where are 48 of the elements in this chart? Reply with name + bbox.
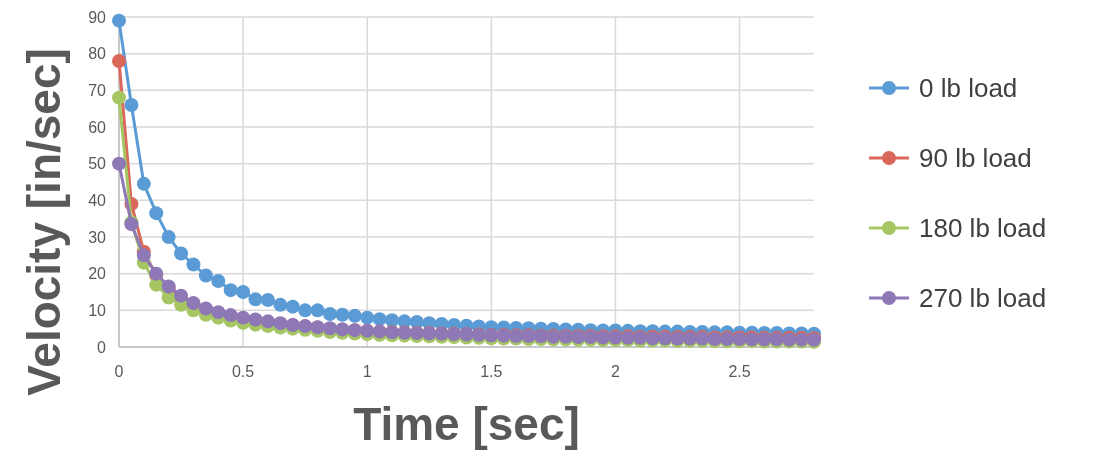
point [285,299,300,314]
y-tick-label: 10 [88,301,107,319]
point [136,176,151,191]
y-tick-label: 20 [88,265,107,283]
y-tick-label: 30 [88,228,107,246]
point [248,292,263,307]
x-tick-label: 0 [114,363,124,380]
x-tick-label: 2 [610,363,620,380]
point [223,283,238,298]
point [236,285,251,299]
point [335,307,350,322]
x-tick-label: 1.5 [480,363,503,380]
y-axis-title: Velocity [in/sec] [18,48,70,396]
x-tick-label: 0.5 [231,363,255,380]
point [174,246,189,261]
point [112,13,126,28]
y-tick-label: 60 [88,118,107,136]
y-tick-label: 0 [97,338,107,356]
y-tick-label: 40 [88,191,107,209]
point [149,206,164,221]
point [347,308,362,323]
point [322,307,337,321]
x-tick-label: 1 [362,363,372,380]
legend-label: 180 lb load [919,213,1047,244]
y-tick-label: 90 [88,8,107,26]
point [260,293,275,308]
y-tick-label: 80 [88,45,107,63]
point [112,54,126,68]
point [273,297,288,312]
point [112,90,126,105]
x-tick-label: 2.5 [728,363,751,380]
point [136,248,151,263]
point [310,303,325,318]
legend-label: 270 lb load [919,283,1047,314]
point [112,156,126,171]
legend-label: 90 lb load [919,143,1032,174]
point [360,310,375,325]
point [211,274,226,288]
point [198,268,213,283]
point [372,312,387,327]
y-tick-label: 50 [88,155,107,173]
legend-label: 0 lb load [919,73,1018,104]
point [161,230,176,244]
y-tick-label: 70 [88,81,107,99]
point [186,257,201,272]
point [124,98,139,112]
x-axis-title: Time [sec] [353,398,580,450]
point [298,303,313,318]
